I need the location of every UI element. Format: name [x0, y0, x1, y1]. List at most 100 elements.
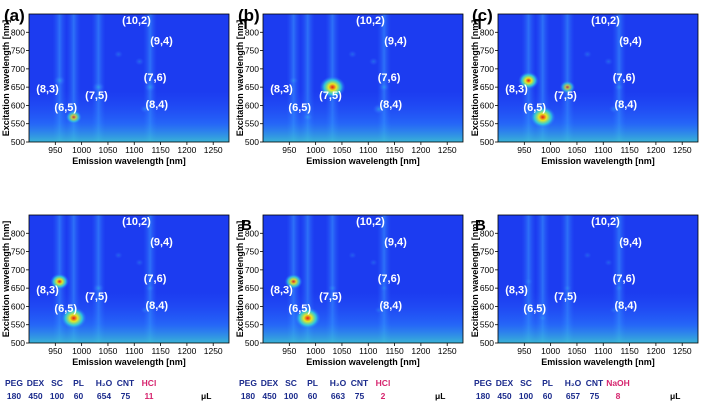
component-name: PL [307, 378, 318, 388]
panel-label: (c) [472, 6, 493, 25]
peak-8-3 [288, 76, 299, 85]
x-tick-label: 1200 [177, 145, 196, 155]
x-tick-label: 1000 [72, 145, 91, 155]
pl-map-b-T: (7,5) (6,5) (8,3) (7,6) (8,4) (9,4) (10,2) 950 1… [235, 13, 484, 166]
peak-label: (10,2) [356, 216, 385, 228]
peak-8-4 [608, 104, 619, 114]
peak-7-5 [92, 81, 105, 93]
y-tick-label: 750 [245, 247, 259, 257]
peak-label: (8,4) [614, 300, 637, 312]
y-tick-label: 600 [245, 100, 259, 110]
phase-label: B [241, 217, 252, 234]
peak-10-2 [114, 251, 123, 259]
peak-label: (8,4) [379, 300, 402, 312]
peak-label: (9,4) [150, 36, 173, 48]
y-tick-label: 600 [11, 301, 25, 311]
x-tick-label: 1250 [438, 145, 457, 155]
y-tick-label: 800 [480, 228, 494, 238]
y-tick-label: 700 [480, 64, 494, 74]
component-name: CNT [351, 378, 369, 388]
y-tick-label: 650 [245, 283, 259, 293]
peak-label: (7,6) [613, 72, 636, 84]
peak-7-5 [563, 284, 572, 292]
peak-7-6 [614, 284, 624, 292]
pl-map-a-B: (6,5) (8,3) (7,5) (7,6) (8,4) (9,4) (10,2) 950 1… [1, 214, 252, 367]
composition-table: PEG 180 DEX 450 SC 100 PL 60 H₂O 663 CNT 75 HCl 2 μL [239, 378, 445, 401]
y-tick-label: 800 [480, 27, 494, 37]
component-volume: 663 [331, 391, 345, 401]
peak-label: (9,4) [384, 237, 407, 249]
peak-label: (6,5) [288, 102, 311, 114]
y-tick-label: 750 [480, 46, 494, 56]
component-volume: 100 [284, 391, 298, 401]
volume-unit: μL [201, 391, 211, 401]
peak-label: (9,4) [384, 36, 407, 48]
peak-label: (7,6) [378, 273, 401, 285]
component-name: SC [285, 378, 297, 388]
peak-label: (8,3) [36, 84, 59, 96]
component-name: CNT [586, 378, 604, 388]
y-tick-label: 800 [11, 27, 25, 37]
peak-9-4 [368, 57, 379, 66]
component-name: CNT [117, 378, 135, 388]
peak-9-4 [135, 258, 144, 267]
y-tick-label: 700 [11, 64, 25, 74]
peak-label: (6,5) [523, 303, 546, 315]
peak-label: (10,2) [122, 216, 151, 228]
x-tick-label: 1250 [673, 145, 692, 155]
x-tick-label: 1050 [98, 346, 117, 356]
component-volume: 75 [121, 391, 131, 401]
x-tick-label: 1000 [541, 145, 560, 155]
x-axis-title: Emission wavelength [nm] [541, 357, 655, 367]
component-name: SC [51, 378, 63, 388]
peak-label: (7,5) [319, 90, 342, 102]
component-volume: 75 [355, 391, 365, 401]
peak-label: (7,6) [144, 72, 167, 84]
component-volume: 60 [543, 391, 553, 401]
phase-label: B [475, 217, 486, 234]
peak-10-2 [113, 50, 124, 59]
y-tick-label: 500 [245, 338, 259, 348]
y-tick-label: 550 [245, 119, 259, 129]
y-tick-label: 750 [245, 46, 259, 56]
peak-6-5 [529, 106, 556, 129]
peak-7-6 [614, 83, 624, 92]
peak-label: (9,4) [619, 237, 642, 249]
x-tick-label: 1200 [411, 145, 430, 155]
peak-8-3 [53, 75, 66, 86]
y-tick-label: 650 [245, 82, 259, 92]
x-tick-label: 1050 [332, 346, 351, 356]
y-tick-label: 500 [245, 137, 259, 147]
y-tick-label: 500 [11, 338, 25, 348]
x-tick-label: 950 [48, 346, 62, 356]
peak-7-6 [379, 284, 389, 292]
peak-label: (6,5) [288, 303, 311, 315]
y-tick-label: 600 [480, 100, 494, 110]
component-volume: 180 [476, 391, 490, 401]
x-tick-label: 1000 [306, 346, 325, 356]
phase-label: T [475, 16, 484, 33]
peak-10-2 [348, 251, 357, 259]
peak-label: (10,2) [356, 15, 385, 27]
peak-8-3 [284, 273, 303, 290]
x-tick-label: 1150 [620, 346, 639, 356]
peak-label: (8,3) [270, 84, 293, 96]
component-volume: 60 [74, 391, 84, 401]
y-axis-title: Excitation wavelength [nm] [235, 20, 245, 137]
peak-8-3 [524, 278, 533, 286]
component-name: HCl [376, 378, 391, 388]
component-volume: 450 [497, 391, 511, 401]
x-tick-label: 950 [282, 346, 296, 356]
peak-8-3 [518, 71, 539, 90]
x-tick-label: 950 [517, 145, 531, 155]
peak-7-6 [145, 284, 155, 292]
component-name: H₂O [96, 378, 113, 388]
x-tick-label: 1000 [541, 346, 560, 356]
x-tick-label: 950 [48, 145, 62, 155]
x-tick-label: 1000 [72, 346, 91, 356]
peak-10-2 [583, 251, 592, 259]
pl-map-b-B: (6,5) (8,3) (7,5) (7,6) (8,4) (9,4) (10,2) 950 1… [235, 214, 486, 367]
peak-label: (7,5) [85, 291, 108, 303]
y-tick-label: 800 [245, 27, 259, 37]
peak-6-5 [294, 307, 321, 330]
